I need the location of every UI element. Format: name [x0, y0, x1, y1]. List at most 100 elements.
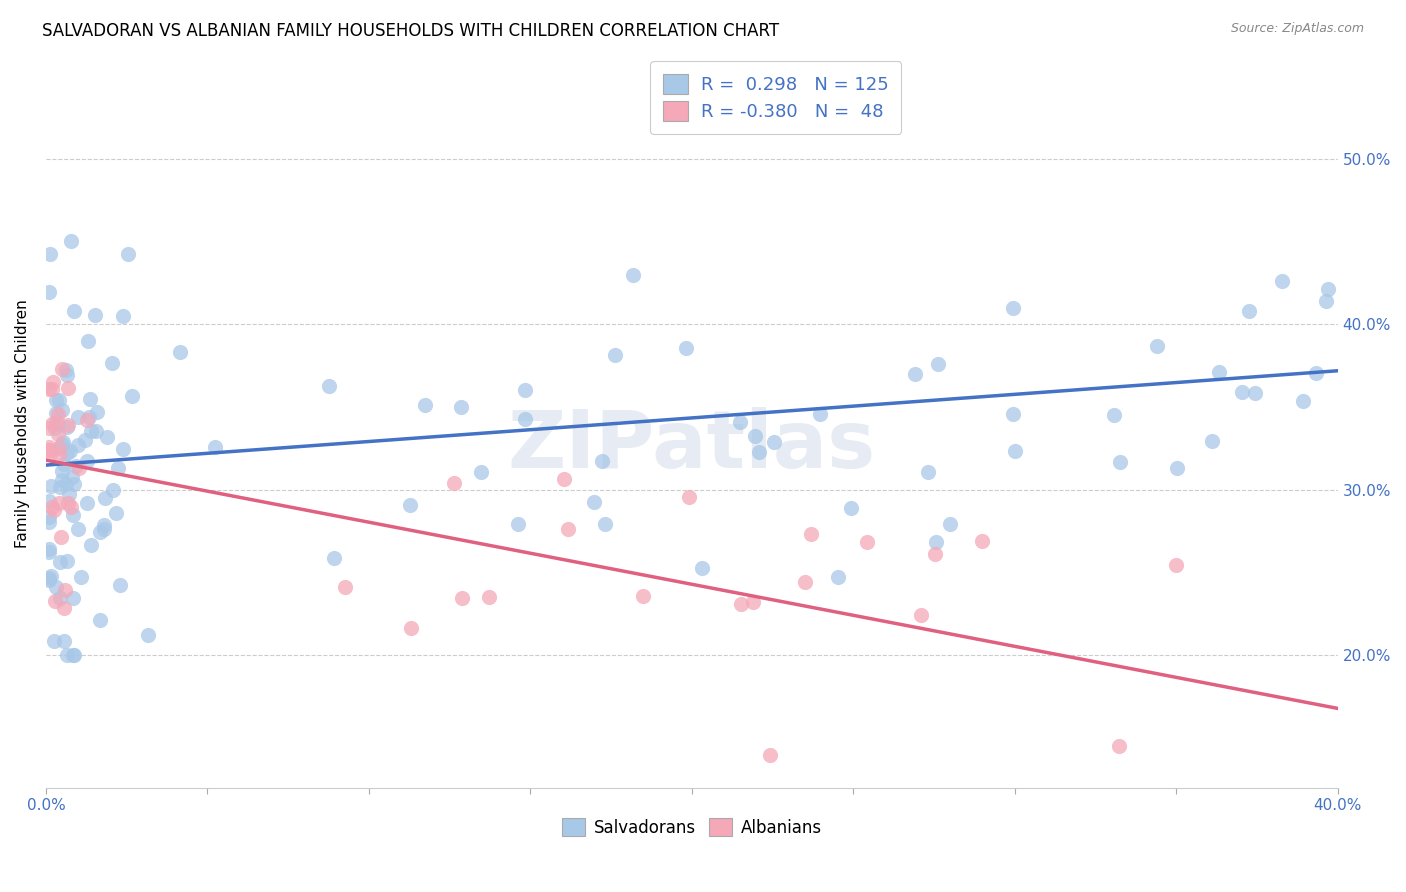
Point — [121, 389, 143, 403]
Point — [910, 607, 932, 622]
Point — [112, 442, 135, 456]
Point — [62, 304, 84, 318]
Point — [1001, 407, 1024, 421]
Point — [204, 440, 226, 454]
Text: ZIPatlas: ZIPatlas — [508, 407, 876, 484]
Point — [44, 594, 66, 608]
Point — [924, 547, 946, 561]
Point — [76, 496, 98, 510]
Point — [744, 429, 766, 443]
Y-axis label: Family Households with Children: Family Households with Children — [15, 300, 30, 548]
Point — [60, 469, 83, 483]
Point — [84, 424, 107, 438]
Point — [44, 503, 66, 517]
Point — [515, 411, 537, 425]
Point — [38, 421, 60, 435]
Point — [80, 424, 103, 438]
Point — [89, 613, 111, 627]
Point — [56, 446, 79, 460]
Point — [52, 634, 75, 648]
Point — [450, 591, 472, 605]
Point — [1164, 558, 1187, 572]
Point — [38, 442, 60, 457]
Point — [73, 433, 96, 447]
Point — [66, 409, 89, 424]
Point — [41, 375, 63, 389]
Point — [1201, 434, 1223, 448]
Point — [51, 437, 73, 451]
Point — [52, 435, 75, 450]
Point — [48, 441, 70, 455]
Point — [45, 406, 67, 420]
Point — [1004, 444, 1026, 458]
Point — [603, 348, 626, 362]
Point — [690, 561, 713, 575]
Point — [904, 368, 927, 382]
Point — [38, 440, 60, 454]
Point — [51, 473, 73, 487]
Point — [77, 334, 100, 348]
Point — [398, 498, 420, 512]
Point — [67, 438, 90, 452]
Point — [103, 483, 125, 497]
Point — [633, 590, 655, 604]
Point — [62, 476, 84, 491]
Text: SALVADORAN VS ALBANIAN FAMILY HOUSEHOLDS WITH CHILDREN CORRELATION CHART: SALVADORAN VS ALBANIAN FAMILY HOUSEHOLDS… — [42, 22, 779, 40]
Point — [621, 268, 644, 282]
Point — [93, 522, 115, 536]
Point — [76, 413, 98, 427]
Point — [938, 517, 960, 532]
Point — [730, 597, 752, 611]
Point — [70, 570, 93, 584]
Point — [49, 480, 72, 494]
Point — [44, 421, 66, 435]
Point — [105, 506, 128, 520]
Point — [38, 285, 60, 299]
Point — [38, 447, 60, 461]
Point — [972, 533, 994, 548]
Point — [728, 415, 751, 429]
Point — [80, 538, 103, 552]
Point — [56, 648, 79, 663]
Point — [117, 246, 139, 260]
Point — [401, 621, 423, 635]
Point — [38, 571, 60, 585]
Point — [1108, 739, 1130, 753]
Point — [678, 490, 700, 504]
Point — [53, 458, 76, 472]
Point — [41, 382, 63, 396]
Point — [470, 466, 492, 480]
Point — [52, 601, 75, 615]
Point — [111, 309, 134, 323]
Point — [917, 465, 939, 479]
Point — [1146, 339, 1168, 353]
Point — [49, 530, 72, 544]
Point — [96, 430, 118, 444]
Point — [927, 357, 949, 371]
Point — [591, 454, 613, 468]
Point — [94, 491, 117, 505]
Point — [56, 381, 79, 395]
Point — [583, 494, 606, 508]
Point — [107, 461, 129, 475]
Point — [136, 628, 159, 642]
Point — [63, 648, 86, 663]
Point — [1271, 274, 1294, 288]
Point — [1166, 461, 1188, 475]
Point — [1104, 408, 1126, 422]
Point — [100, 356, 122, 370]
Point — [1292, 393, 1315, 408]
Point — [38, 382, 60, 396]
Point — [800, 526, 823, 541]
Point — [48, 407, 70, 421]
Point — [56, 495, 79, 509]
Point — [38, 247, 60, 261]
Point — [169, 344, 191, 359]
Point — [925, 534, 948, 549]
Point — [46, 426, 69, 441]
Point — [62, 508, 84, 522]
Point — [1305, 366, 1327, 380]
Point — [55, 476, 77, 491]
Point — [51, 361, 73, 376]
Point — [39, 479, 62, 493]
